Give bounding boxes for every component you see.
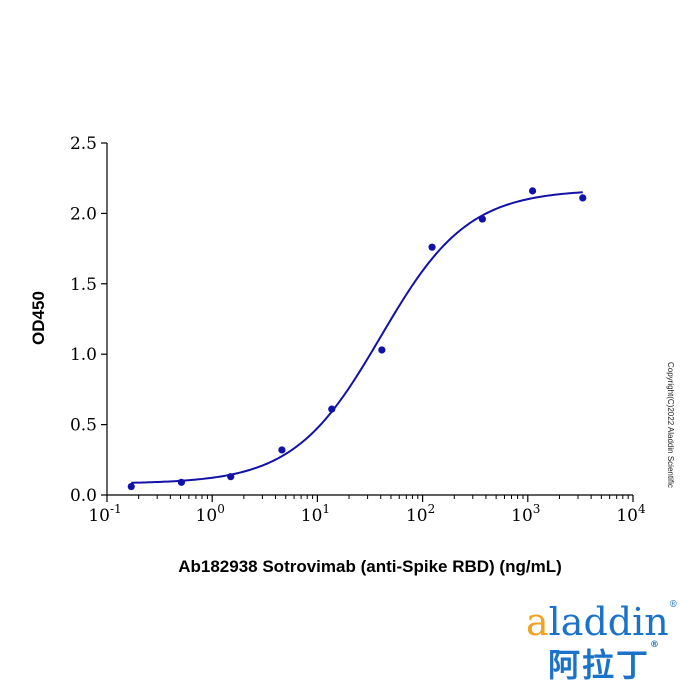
copyright-watermark: Copyright(C)2022 Aladdin Scientific xyxy=(666,362,675,488)
tick-labels: 0.0 0.5 1.0 1.5 2.0 2.5 10-1 100 101 102 103 104 xyxy=(70,134,646,526)
data-point xyxy=(278,446,286,454)
x-tick-label: 10-1 xyxy=(88,502,121,526)
y-tick-label: 2.0 xyxy=(70,204,97,224)
data-point xyxy=(127,482,135,491)
x-tick-label: 100 xyxy=(196,502,225,526)
data-points xyxy=(127,187,587,491)
data-point xyxy=(428,243,436,251)
y-tick-label: 1.5 xyxy=(70,275,97,295)
x-tick-label: 104 xyxy=(616,502,646,526)
data-point xyxy=(378,346,386,354)
data-point xyxy=(528,187,537,195)
tick-marks xyxy=(101,142,634,502)
x-tick-label: 103 xyxy=(511,502,540,526)
x-tick-label: 101 xyxy=(301,502,330,526)
logo-chinese: 阿拉丁® xyxy=(548,640,661,686)
y-axis-title: OD450 xyxy=(29,291,48,345)
aladdin-logo: aladdin® 阿拉丁® xyxy=(520,600,680,684)
logo-wordmark: aladdin® xyxy=(526,600,678,644)
logo-registered-mark: ® xyxy=(668,600,678,610)
x-tick-label: 102 xyxy=(406,502,435,526)
x-axis-title: Ab182938 Sotrovimab (anti-Spike RBD) (ng… xyxy=(178,557,562,576)
y-tick-label: 2.5 xyxy=(70,134,97,154)
data-point xyxy=(177,478,186,486)
logo-chinese-registered-mark: ® xyxy=(650,640,662,650)
axes xyxy=(106,143,633,496)
data-point xyxy=(328,405,336,413)
data-point xyxy=(478,215,486,223)
y-tick-label: 1.0 xyxy=(70,345,97,365)
logo-wordmark-prefix: a xyxy=(526,600,549,644)
data-point xyxy=(579,194,587,202)
y-tick-label: 0.5 xyxy=(70,416,97,436)
logo-chinese-text: 阿拉丁 xyxy=(548,646,651,684)
fit-curve xyxy=(131,191,583,484)
y-tick-label: 0.0 xyxy=(70,486,97,506)
data-point xyxy=(227,473,235,481)
logo-wordmark-rest: laddin xyxy=(548,600,669,644)
